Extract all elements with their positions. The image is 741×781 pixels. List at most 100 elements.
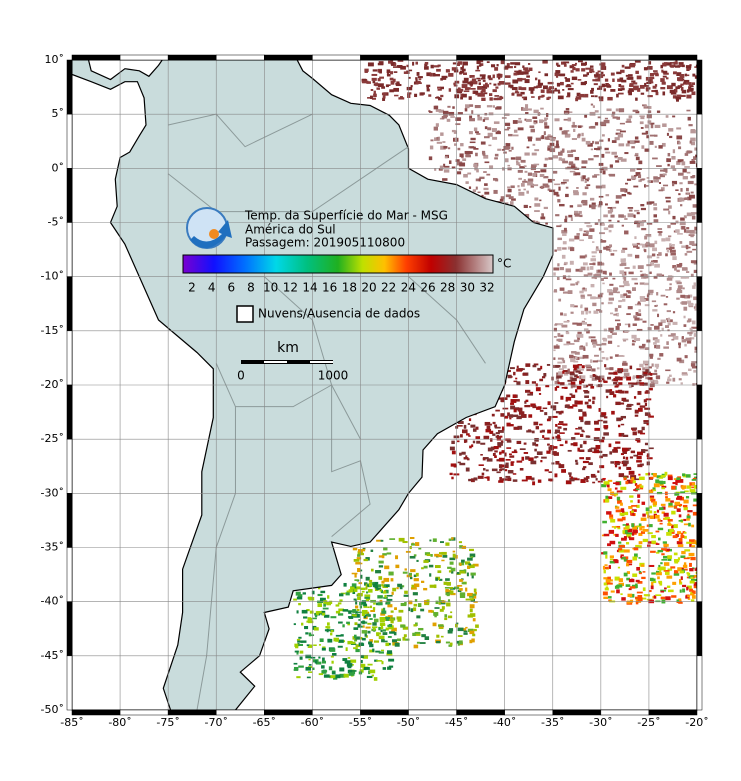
sst-pixel [654, 134, 658, 137]
sst-pixel [634, 154, 639, 157]
sst-pixel [670, 566, 676, 569]
sst-pixel [415, 77, 418, 80]
sst-pixel [426, 72, 432, 77]
sst-pixel [610, 72, 615, 76]
sst-pixel [317, 593, 323, 597]
sst-pixel [574, 210, 579, 214]
sst-pixel [565, 399, 568, 402]
sst-pixel [408, 69, 413, 72]
sst-pixel [667, 163, 670, 167]
sst-pixel [681, 226, 686, 230]
sst-pixel [605, 495, 609, 499]
sst-pixel [614, 525, 621, 528]
sst-pixel [658, 232, 662, 235]
sst-pixel [676, 160, 681, 165]
sst-pixel [645, 369, 650, 372]
sst-pixel [515, 377, 518, 380]
sst-pixel [588, 399, 592, 402]
sst-pixel [627, 90, 632, 94]
sst-pixel [617, 499, 622, 504]
sst-pixel [476, 133, 481, 135]
sst-pixel [402, 626, 409, 630]
sst-pixel [557, 91, 561, 94]
sst-pixel [553, 357, 556, 360]
sst-pixel [582, 430, 585, 433]
colorbar-tick-label: 6 [228, 281, 236, 295]
sst-pixel [589, 228, 595, 232]
sst-pixel [582, 95, 586, 98]
sst-pixel [545, 385, 550, 388]
sst-pixel [492, 105, 495, 108]
sst-pixel [550, 405, 557, 409]
sst-pixel [372, 80, 376, 84]
sst-pixel [638, 220, 645, 223]
sst-pixel [689, 160, 696, 164]
sst-pixel [623, 339, 627, 342]
sst-pixel [607, 301, 613, 305]
sst-pixel [515, 160, 519, 163]
sst-pixel [662, 541, 667, 544]
colorbar-tick-label: 8 [247, 281, 255, 295]
sst-pixel [667, 152, 671, 157]
sst-pixel [622, 247, 628, 250]
sst-pixel [396, 587, 399, 590]
sst-pixel [386, 600, 391, 605]
sst-pixel [662, 123, 667, 127]
sst-pixel [599, 455, 603, 459]
sst-pixel [622, 524, 628, 526]
sst-pixel [457, 61, 463, 65]
sst-pixel [569, 473, 572, 477]
sst-pixel [367, 606, 370, 609]
sst-pixel [615, 509, 622, 513]
sst-pixel [687, 510, 693, 513]
sst-pixel [415, 542, 420, 546]
sst-pixel [664, 471, 668, 476]
sst-pixel [353, 588, 358, 592]
sst-pixel [629, 586, 636, 589]
sst-pixel [437, 136, 441, 141]
sst-pixel [646, 524, 649, 527]
sst-pixel [438, 168, 443, 171]
sst-pixel [570, 217, 573, 222]
sst-pixel [617, 92, 624, 95]
sst-pixel [554, 183, 560, 186]
sst-pixel [481, 86, 488, 89]
sst-pixel [362, 625, 365, 628]
sst-pixel [466, 151, 473, 155]
sst-pixel [468, 96, 472, 100]
sst-pixel [383, 607, 386, 611]
sst-pixel [618, 578, 623, 582]
sst-pixel [616, 446, 621, 449]
sst-pixel [426, 85, 429, 89]
sst-pixel [683, 523, 690, 526]
sst-pixel [640, 299, 646, 302]
sst-pixel [693, 574, 697, 578]
sst-pixel [429, 584, 435, 588]
sst-pixel [523, 452, 529, 454]
sst-pixel [601, 96, 604, 99]
sst-pixel [615, 533, 619, 537]
sst-pixel [516, 415, 522, 420]
sst-pixel [637, 265, 644, 269]
sst-pixel [441, 551, 447, 555]
sst-pixel [586, 184, 591, 187]
sst-pixel [678, 378, 682, 381]
scale-bar-segment [310, 361, 333, 363]
sst-pixel [684, 253, 688, 256]
sst-pixel [581, 160, 588, 164]
sst-pixel [643, 184, 647, 188]
sst-pixel [695, 383, 697, 386]
sst-pixel [570, 476, 573, 479]
sst-pixel [641, 132, 648, 135]
sst-pixel [689, 337, 695, 340]
sst-pixel [567, 154, 574, 158]
sst-pixel [673, 559, 680, 563]
sst-pixel [665, 498, 671, 502]
sst-pixel [535, 387, 541, 392]
sst-pixel [681, 161, 686, 166]
sst-pixel [634, 553, 638, 558]
sst-pixel [618, 417, 624, 421]
sst-pixel [455, 117, 462, 121]
sst-pixel [637, 87, 641, 92]
sst-pixel [620, 402, 625, 405]
